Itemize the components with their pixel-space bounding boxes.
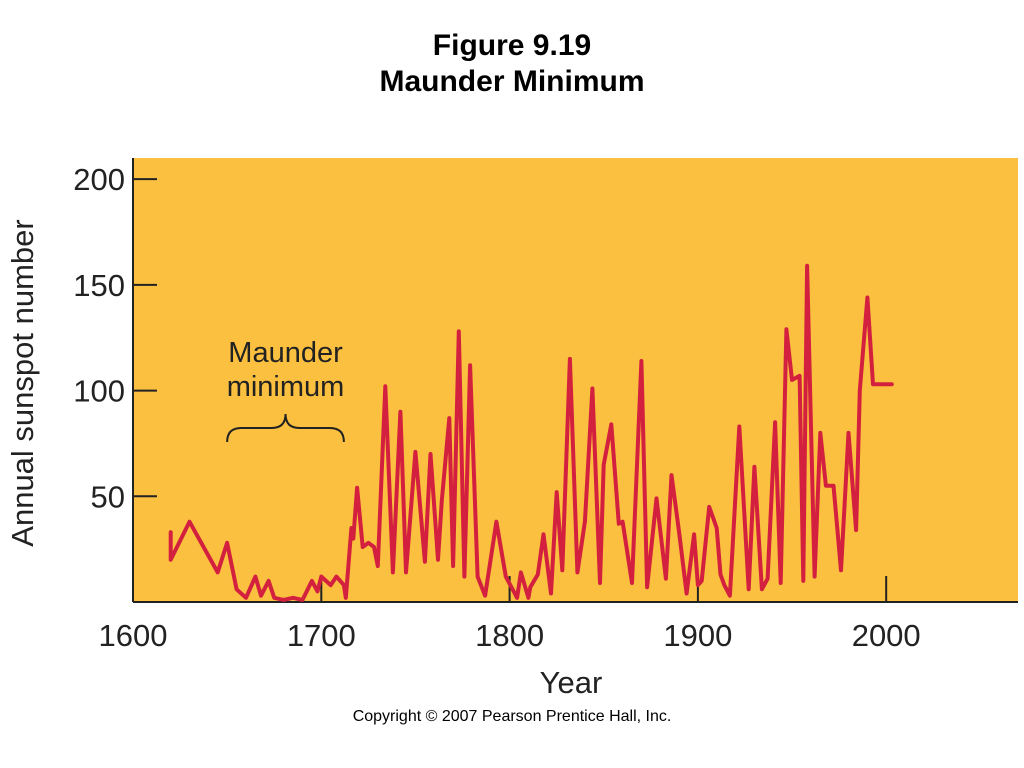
series-layer: [168, 263, 894, 602]
figure-name: Maunder Minimum: [379, 65, 645, 98]
x-axis-label: Year: [540, 665, 603, 700]
x-tick-label: 1700: [287, 618, 356, 653]
y-tick-label: 50: [91, 479, 125, 514]
figure-title: Figure 9.19 Maunder Minimum: [0, 28, 1024, 100]
y-axis-label: Annual sunspot number: [5, 219, 40, 546]
copyright-notice: Copyright © 2007 Pearson Prentice Hall, …: [352, 708, 672, 725]
maunder-minimum-brace: [226, 413, 345, 443]
figure-number: Figure 9.19: [432, 29, 592, 62]
maunder-minimum-label: Maunder minimum: [227, 337, 345, 403]
x-tick-label: 2000: [852, 618, 921, 653]
y-tick-label: 150: [73, 268, 125, 303]
x-tick-label: 1900: [663, 618, 732, 653]
y-tick-label: 200: [73, 162, 125, 197]
axes: 50 100 150 200 1600 1700 1800 1900 2000: [73, 158, 1018, 653]
x-tick-label: 1800: [475, 618, 544, 653]
y-tick-label: 100: [73, 374, 125, 409]
annotation-layer: Maunder minimum: [226, 337, 345, 443]
sunspot-series-line: [168, 263, 894, 602]
x-tick-label: 1600: [99, 618, 168, 653]
